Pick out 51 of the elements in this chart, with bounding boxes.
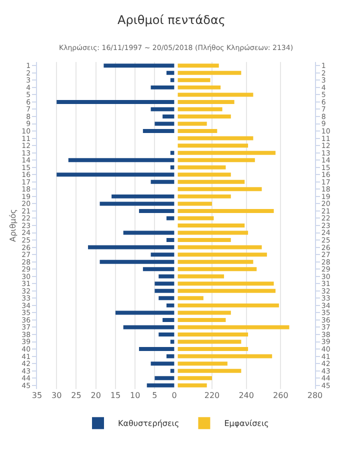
x-tick-label: 240 <box>238 391 254 400</box>
x-tick-label: 15 <box>110 391 121 400</box>
bar <box>154 288 174 293</box>
bar <box>115 310 174 315</box>
bar <box>150 85 174 90</box>
legend-label: Καθυστερήσεις <box>118 419 180 428</box>
bar <box>100 260 174 264</box>
chart-title: Αριθμοί πεντάδας <box>118 13 226 28</box>
bar <box>56 100 174 104</box>
bar <box>142 129 174 134</box>
x-tick-label: 0 <box>172 391 177 400</box>
bar <box>154 282 174 286</box>
bar <box>150 180 174 184</box>
x-tick-label: 25 <box>71 391 82 400</box>
bar <box>68 158 174 162</box>
bar <box>154 376 174 380</box>
bar <box>139 347 174 352</box>
bar <box>166 216 174 220</box>
y-axis-title: Αριθμός <box>8 209 18 242</box>
x-tick-label: 20 <box>90 391 101 400</box>
bar <box>139 208 174 213</box>
bar <box>150 362 174 366</box>
x-tick-label: 35 <box>32 391 42 400</box>
bar <box>154 122 174 126</box>
bar <box>56 172 174 177</box>
bar <box>158 296 174 300</box>
bar <box>158 274 174 278</box>
bar <box>112 194 174 198</box>
x-tick-label: 10 <box>130 391 140 400</box>
bar <box>166 238 174 242</box>
x-tick-label: 30 <box>52 391 62 400</box>
bar <box>166 303 174 308</box>
legend-label: Εμφανίσεις <box>224 419 269 428</box>
x-tick-label: 260 <box>273 391 288 400</box>
bar <box>162 318 174 322</box>
bar <box>123 325 174 330</box>
bar <box>150 107 174 112</box>
x-tick-label: 280 <box>307 391 323 400</box>
bar <box>146 383 174 388</box>
bar <box>104 64 174 68</box>
bar <box>162 114 174 118</box>
bar <box>150 252 174 257</box>
bar <box>158 332 174 336</box>
bar <box>166 354 174 358</box>
bar <box>100 202 174 206</box>
x-tick-label: 5 <box>152 391 158 400</box>
bar <box>142 267 174 272</box>
bar <box>166 70 174 75</box>
x-tick-label: 220 <box>204 391 220 400</box>
bar <box>88 245 174 250</box>
bar <box>123 230 174 235</box>
